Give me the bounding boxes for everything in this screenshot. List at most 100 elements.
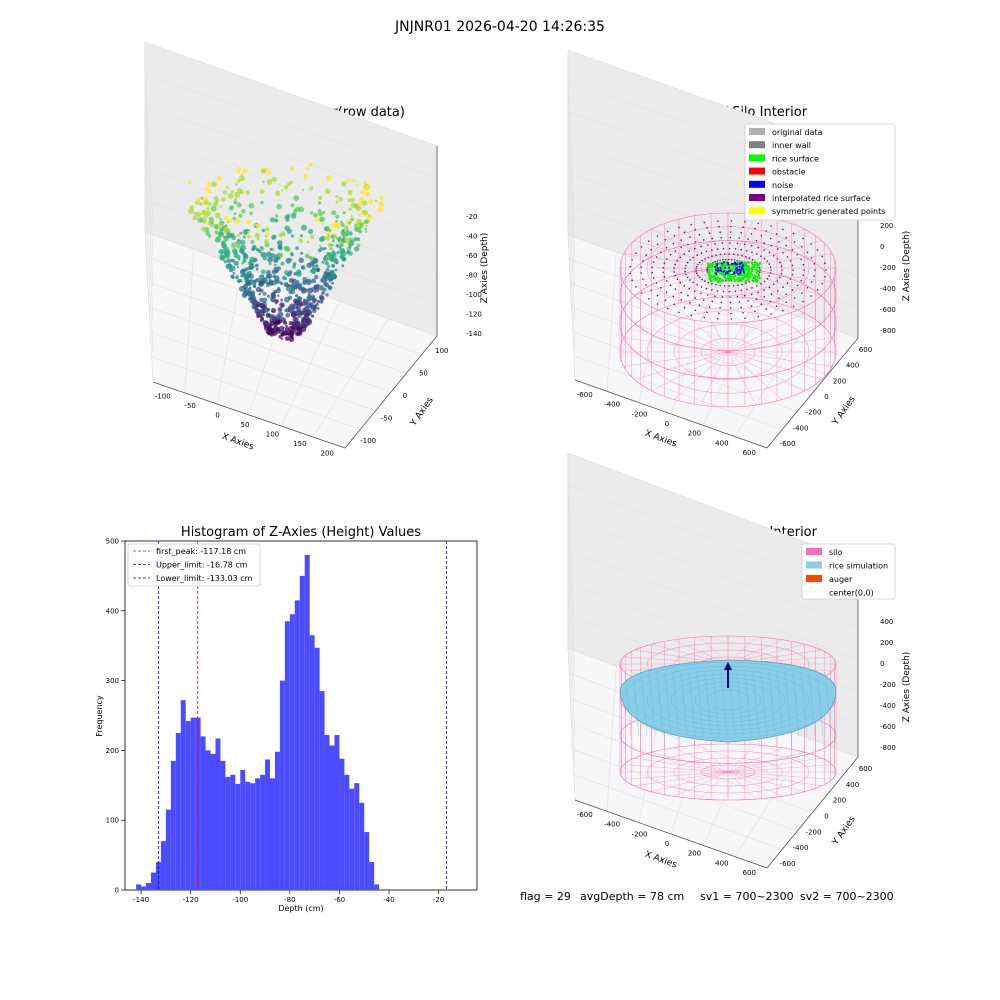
hist-bar [304, 554, 310, 890]
scatter-point [277, 286, 281, 290]
scatter-point [295, 294, 299, 298]
scatter-point [232, 216, 236, 221]
rice-surface-point [746, 271, 749, 275]
hist-xlabel: Depth (cm) [278, 904, 323, 913]
scatter-point [344, 225, 349, 231]
scatter-point [316, 299, 321, 304]
scatter-point [269, 296, 274, 301]
scatter-point [295, 246, 299, 251]
scatter-point [284, 214, 290, 220]
interpolated-point [730, 312, 732, 315]
scatter-point [260, 246, 265, 251]
interpolated-point [825, 269, 827, 271]
interpolated-point [707, 281, 710, 284]
scatter-point [290, 234, 295, 238]
scatter-point [346, 249, 351, 254]
scatter-point [326, 264, 331, 268]
interpolated-point [775, 233, 778, 235]
scatter-point [278, 335, 282, 339]
scatter-point [238, 241, 241, 244]
scatter-point [277, 307, 283, 312]
interpolated-point [769, 237, 772, 240]
scatter-point [231, 242, 237, 249]
interpolated-point [744, 220, 746, 223]
interpolated-point [674, 274, 676, 277]
scatter-point [338, 246, 342, 249]
interpolated-point [640, 292, 643, 294]
y-tick-label: 600 [859, 346, 872, 354]
scatter-point [325, 267, 330, 272]
noise-point [726, 272, 729, 275]
scatter-point [206, 207, 210, 211]
scatter-point [262, 297, 268, 303]
rice-surface-point [708, 274, 711, 278]
scatter-point [307, 287, 313, 294]
interpolated-point [776, 258, 779, 260]
scatter-point [378, 200, 385, 207]
legend-swatch [806, 561, 822, 569]
interpolated-point [694, 228, 697, 231]
interpolated-point [631, 279, 633, 282]
panel-histogram: Histogram of Z-Axies (Height) Values -14… [95, 525, 478, 913]
interpolated-point [791, 249, 794, 251]
z-tick-label: -400 [880, 702, 896, 710]
hist-bar [270, 778, 275, 890]
hist-bar [294, 600, 300, 890]
scatter-point [285, 272, 289, 276]
scatter-point [271, 234, 277, 240]
scatter-point [350, 214, 353, 218]
interpolated-point [796, 284, 799, 287]
scatter-point [322, 287, 327, 292]
footer-sv1: sv1 = 700~2300 [700, 890, 794, 903]
hist-bar [195, 717, 201, 890]
rice-mesh-line [752, 671, 760, 737]
interpolated-point [665, 246, 668, 249]
interpolated-point [733, 259, 736, 261]
grid-line [312, 318, 389, 438]
scatter-point [353, 237, 358, 242]
scatter-point [331, 210, 337, 216]
scatter-point [328, 276, 334, 282]
scatter-point [312, 305, 318, 310]
grid-line [567, 517, 859, 628]
scatter-point [332, 234, 338, 239]
scatter-point [241, 246, 245, 250]
scatter-point [309, 270, 313, 273]
legend-label: obstacle [772, 168, 806, 177]
interpolated-point [769, 300, 772, 303]
interpolated-point [694, 241, 697, 243]
noise-point [724, 272, 727, 275]
z-tick-label: -600 [880, 723, 896, 731]
interpolated-point [800, 279, 802, 282]
rice-surface-point [729, 277, 733, 281]
interpolated-point [685, 273, 687, 276]
scatter-point [280, 281, 284, 286]
interpolated-point [678, 226, 680, 229]
scatter-point [318, 201, 321, 205]
hist-bar [354, 783, 360, 890]
scatter-point [326, 175, 332, 182]
footer-sv2: sv2 = 700~2300 [800, 890, 894, 903]
scatter-point [290, 203, 295, 208]
scatter-point [297, 296, 302, 301]
interpolated-point [642, 278, 644, 280]
interpolated-point [725, 258, 727, 261]
rice-mesh-line [696, 671, 704, 737]
interpolated-point [785, 293, 787, 296]
noise-point [722, 261, 725, 264]
panel-sim-ylabel: Y Axies [830, 814, 858, 847]
interpolated-point [816, 249, 819, 251]
scatter-point [285, 282, 288, 285]
rice-surface-point [752, 274, 756, 278]
interpolated-point [757, 315, 760, 318]
rice-surface-point [750, 261, 754, 265]
rice-surface-point [754, 279, 758, 283]
scatter-point [236, 244, 241, 249]
interpolated-point [719, 259, 721, 262]
scatter-point [305, 317, 312, 324]
interpolated-point [714, 260, 716, 263]
interpolated-point [703, 316, 706, 319]
scatter-point [283, 320, 288, 325]
interpolated-point [722, 259, 724, 261]
grid-line [567, 550, 859, 660]
